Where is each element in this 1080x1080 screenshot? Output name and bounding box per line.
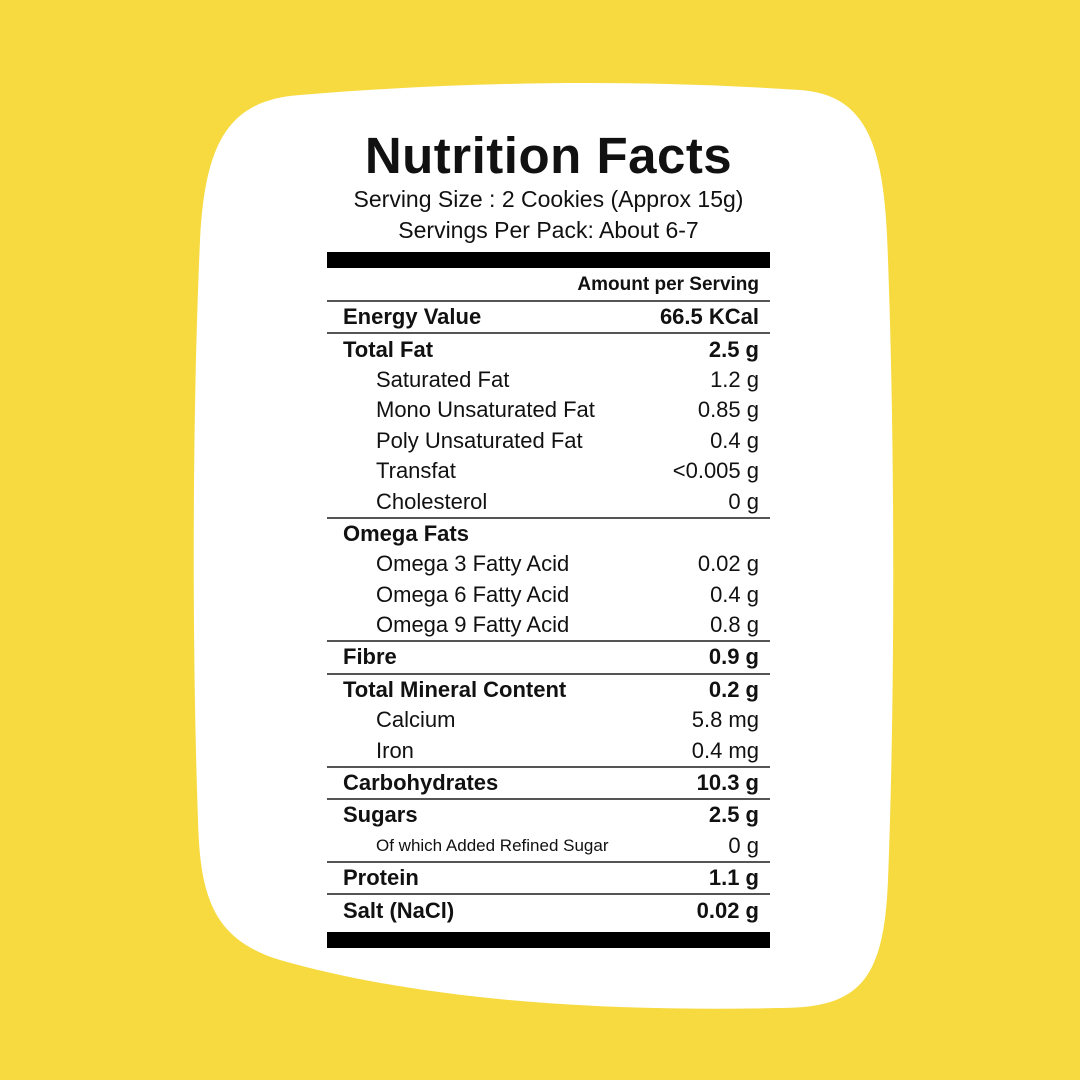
nutrient-row: Omega Fats (327, 519, 770, 549)
nutrient-name: Omega 3 Fatty Acid (376, 551, 570, 577)
nutrient-value: 2.5 g (708, 802, 759, 828)
nutrient-row: Fibre 0.9 g (327, 642, 770, 675)
nutrient-name: Saturated Fat (376, 366, 510, 392)
nutrient-row: Of which Added Refined Sugar 0 g (327, 831, 770, 864)
nutrient-name: Protein (343, 865, 419, 891)
nutrient-value: 1.2 g (710, 366, 759, 392)
nutrient-row: Sugars 2.5 g (327, 800, 770, 830)
nutrient-name: Of which Added Refined Sugar (376, 835, 609, 855)
nutrient-value: 5.8 mg (691, 707, 759, 733)
nutrition-facts-label: Nutrition Facts Serving Size : 2 Cookies… (327, 128, 770, 948)
nutrient-value: 1.1 g (708, 865, 759, 891)
nutrient-value: 66.5 KCal (659, 304, 759, 330)
nutrient-row: Saturated Fat 1.2 g (327, 365, 770, 395)
nutrient-value: 10.3 g (696, 770, 759, 796)
nutrient-row: Total Fat 2.5 g (327, 334, 770, 364)
nutrient-value: 0.02 g (697, 551, 759, 577)
nutrient-name: Carbohydrates (343, 770, 499, 796)
nutrient-name: Salt (NaCl) (343, 897, 455, 923)
nutrient-name: Omega Fats (343, 520, 469, 546)
nutrient-value: <0.005 g (672, 458, 759, 484)
nutrient-row: Salt (NaCl) 0.02 g (327, 895, 770, 925)
nutrient-row: Calcium 5.8 mg (327, 705, 770, 735)
nutrient-name: Energy Value (343, 304, 482, 330)
nutrient-value: 0.8 g (710, 612, 759, 638)
nutrient-value: 0.85 g (697, 397, 759, 423)
nutrient-value: 0.02 g (696, 897, 759, 923)
nutrient-name: Sugars (343, 802, 418, 828)
nutrient-name: Poly Unsaturated Fat (376, 427, 583, 453)
nutrient-row: Total Mineral Content 0.2 g (327, 675, 770, 705)
nutrient-value: 0.2 g (708, 676, 759, 702)
nutrient-name: Omega 6 Fatty Acid (376, 581, 570, 607)
column-header: Amount per Serving (327, 268, 770, 302)
nutrient-name: Transfat (376, 458, 456, 484)
top-divider-bar (327, 252, 770, 268)
nutrient-value: 2.5 g (708, 336, 759, 362)
nutrient-row: Protein 1.1 g (327, 863, 770, 896)
bottom-divider-bar (327, 931, 770, 948)
nutrient-row: Omega 3 Fatty Acid 0.02 g (327, 549, 770, 579)
nutrient-name: Omega 9 Fatty Acid (376, 612, 570, 638)
nutrient-value: 0 g (728, 488, 759, 514)
nutrient-name: Fibre (343, 644, 397, 670)
nutrient-name: Iron (376, 737, 414, 763)
nutrient-value: 0.9 g (708, 644, 759, 670)
nutrient-row: Iron 0.4 mg (327, 735, 770, 768)
serving-size: Serving Size : 2 Cookies (Approx 15g) (353, 186, 744, 212)
nutrient-table: Energy Value 66.5 KCal Total Fat 2.5 g Satur… (327, 302, 770, 926)
nutrient-row: Energy Value 66.5 KCal (327, 302, 770, 335)
label-title: Nutrition Facts (364, 127, 733, 184)
nutrient-value: 0 g (728, 832, 759, 858)
nutrient-row: Omega 9 Fatty Acid 0.8 g (327, 610, 770, 643)
nutrient-name: Total Fat (343, 336, 434, 362)
nutrient-row: Poly Unsaturated Fat 0.4 g (327, 426, 770, 456)
nutrient-name: Total Mineral Content (343, 676, 567, 702)
nutrient-name: Cholesterol (376, 488, 488, 514)
nutrient-value: 0.4 g (710, 427, 759, 453)
nutrient-row: Cholesterol 0 g (327, 486, 770, 519)
nutrient-row: Carbohydrates 10.3 g (327, 768, 770, 801)
nutrient-value: 0.4 mg (691, 737, 759, 763)
nutrient-row: Omega 6 Fatty Acid 0.4 g (327, 580, 770, 610)
nutrient-value: 0.4 g (710, 581, 759, 607)
nutrient-row: Mono Unsaturated Fat 0.85 g (327, 395, 770, 425)
nutrient-name: Calcium (376, 707, 456, 733)
servings-per-pack: Servings Per Pack: About 6-7 (398, 217, 699, 243)
nutrient-row: Transfat <0.005 g (327, 456, 770, 486)
nutrient-name: Mono Unsaturated Fat (376, 397, 595, 423)
